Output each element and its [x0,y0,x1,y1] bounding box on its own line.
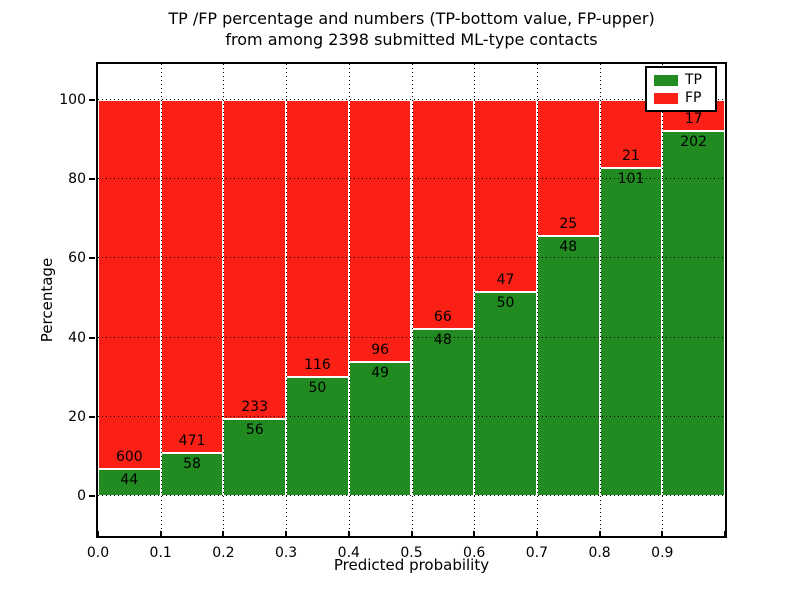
x-tick-label: 0.5 [400,545,423,561]
vertical-gridline [348,64,350,536]
x-tick-mark [724,531,726,536]
legend: TP FP [645,66,717,112]
vertical-gridline [474,64,476,536]
tp-bar-segment [599,168,663,496]
x-tick-mark [661,531,664,536]
fp-bar-segment [474,100,537,292]
x-tick-mark [347,531,350,536]
y-tick-label: 40 [68,329,86,346]
x-tick-label: 0.7 [525,545,549,561]
fp-bar-segment [348,100,412,363]
x-tick-mark [473,531,476,536]
x-tick-marks-layer [97,64,726,536]
fp-bar-segment [411,100,475,330]
x-tick-label: 0.9 [651,545,674,561]
y-tick-mark [89,99,95,101]
x-tick-mark [159,531,162,536]
horizontal-gridline [98,415,725,417]
chart-title: TP /FP percentage and numbers (TP-bottom… [96,8,727,50]
legend-item-tp: TP [654,72,708,88]
horizontal-gridline [98,257,725,259]
vertical-gridline [160,64,162,536]
vertical-gridline [536,64,538,536]
vertical-gridline [411,64,413,536]
y-tick-label: 80 [68,171,86,188]
y-tick-mark [89,257,95,260]
x-axis-label: Predicted probability [333,556,490,574]
x-tick-mark [222,531,225,536]
x-tick-mark [285,531,288,536]
y-tick-mark [89,336,95,339]
x-tick-label: 0.3 [274,545,298,561]
x-tick-label: 0.4 [337,545,360,561]
legend-item-fp: FP [654,90,708,106]
vertical-gridline [223,64,225,536]
y-tick-mark [89,415,95,418]
chart-title-line2: from among 2398 submitted ML-type contac… [225,30,598,49]
tp-bar-segment [662,130,725,496]
x-tick-label: 0.2 [212,545,235,561]
bars-layer [98,100,725,496]
x-tick-mark [410,531,413,536]
y-tick-mark [89,178,95,181]
fp-bar-segment [536,100,600,236]
x-tick-mark [535,531,538,536]
fp-legend-swatch-icon [654,92,678,104]
y-tick-mark [89,495,95,497]
fp-bar-segment [286,100,349,377]
x-tick-mark [598,531,601,536]
x-tick-label: 0.0 [86,545,110,561]
horizontal-gridline [98,495,725,496]
horizontal-gridline [98,99,725,100]
tp-legend-label: TP [685,72,702,88]
fp-legend-label: FP [685,90,702,106]
grid-layer [98,64,725,536]
fp-bar-segment [599,100,663,169]
x-tick-label: 0.6 [463,545,486,561]
chart-title-line1: TP /FP percentage and numbers (TP-bottom… [168,9,655,28]
vertical-gridline [662,64,664,536]
tp-bar-segment [411,329,475,496]
tp-legend-swatch-icon [654,74,678,86]
fp-bar-segment [98,100,161,469]
horizontal-gridline [98,336,725,338]
x-tick-mark [97,531,99,536]
y-tick-label: 0 [77,488,86,504]
y-tick-label: 60 [68,250,86,267]
vertical-gridline [286,64,288,536]
horizontal-gridline [98,178,725,180]
x-tick-label: 0.8 [588,545,611,561]
vertical-gridline [599,64,601,536]
fp-bar-segment [223,100,287,420]
y-tick-label: 20 [68,408,86,425]
fp-bar-segment [160,100,224,453]
x-tick-label: 0.1 [149,545,172,561]
y-tick-label: 100 [59,92,86,108]
plot-area: 600 44 471 58 233 56 116 50 96 49 66 48 47 50 25 48 21 10… [96,62,727,538]
